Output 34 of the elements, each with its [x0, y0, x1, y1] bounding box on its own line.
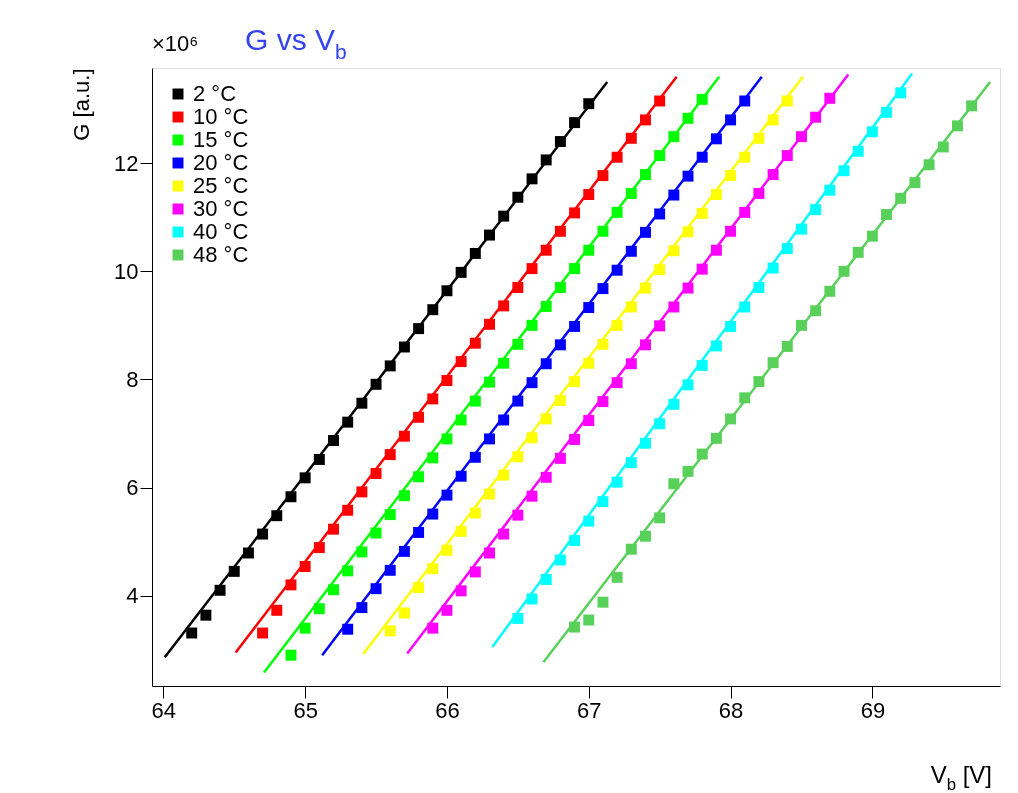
point [200, 609, 212, 621]
legend-label: 20 °C [193, 150, 249, 175]
point [611, 571, 623, 583]
y-tick-label: 8 [126, 366, 139, 392]
point [285, 649, 297, 661]
y-tick-label: 4 [126, 583, 139, 609]
x-tick-label: 64 [151, 697, 177, 723]
y-tick-label: 12 [114, 150, 139, 176]
point [271, 604, 283, 616]
legend-label: 40 °C [193, 219, 249, 244]
point [668, 478, 680, 490]
legend-label: 2 °C [193, 81, 237, 106]
x-tick-label: 65 [293, 697, 318, 723]
y-axis-title: G [a.u.] [69, 68, 95, 141]
legend-label: 10 °C [193, 104, 249, 129]
point [257, 627, 269, 639]
x-tick-label: 67 [577, 697, 602, 723]
point [384, 625, 396, 637]
y-tick-label: 10 [114, 258, 139, 284]
x-tick-label: 69 [860, 697, 886, 723]
point [441, 604, 453, 616]
legend-label: 15 °C [193, 127, 249, 152]
legend-label: 30 °C [193, 196, 249, 221]
legend-label: 25 °C [193, 173, 249, 198]
x-tick-label: 68 [718, 697, 744, 723]
point [597, 596, 609, 608]
point [313, 603, 325, 615]
y-tick-label: 6 [126, 475, 139, 501]
x-tick-label: 66 [435, 697, 460, 723]
legend-label: 48 °C [193, 242, 249, 267]
point [398, 607, 410, 619]
point [299, 622, 311, 634]
point [583, 614, 595, 626]
text: ×10⁶ [152, 31, 199, 56]
